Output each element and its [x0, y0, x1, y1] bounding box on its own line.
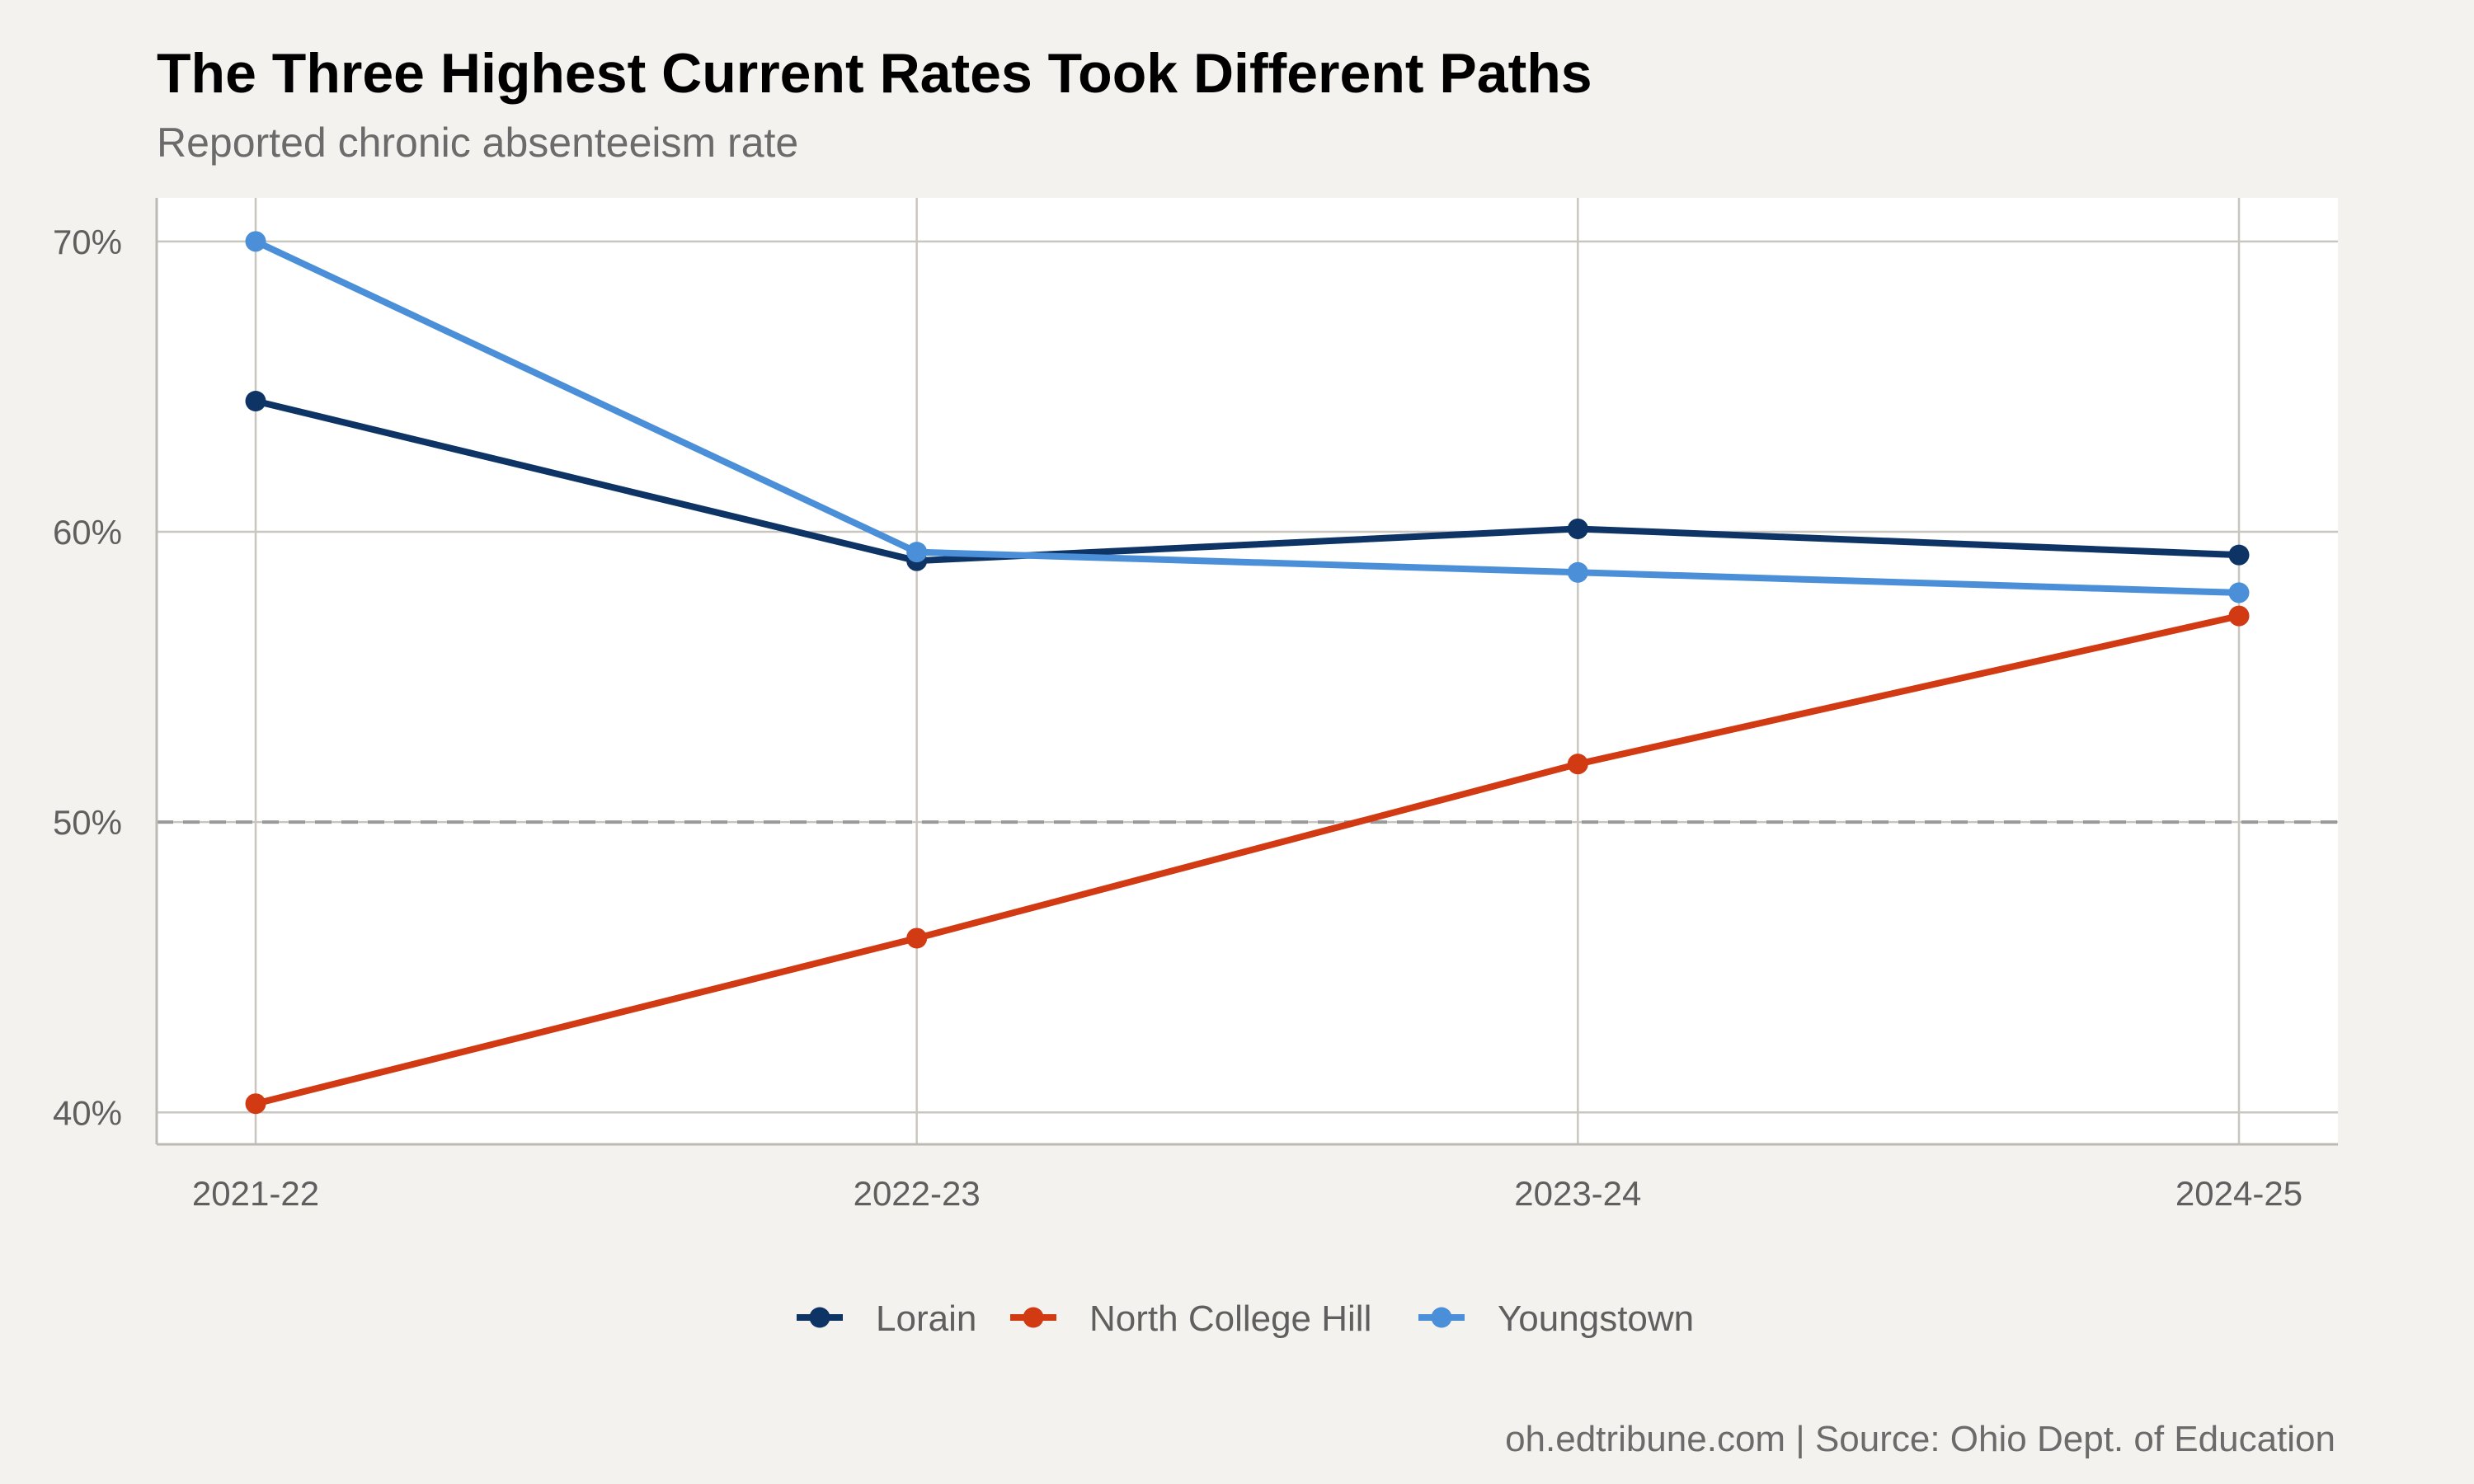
series-line-youngstown — [252, 237, 2242, 596]
plot-area — [157, 198, 2338, 1144]
y-tick-label: 60% — [53, 513, 122, 552]
data-point-youngstown — [245, 231, 266, 252]
legend-label: Lorain — [876, 1298, 976, 1339]
legend-item-lorain: Lorain — [797, 1298, 976, 1339]
legend-key-point — [1023, 1307, 1044, 1328]
y-tick-label: 50% — [53, 803, 122, 842]
data-point-north-college-hill — [1567, 754, 1588, 775]
data-point-north-college-hill — [245, 1093, 266, 1115]
legend: Lorain North College Hill Youngstown — [797, 1298, 1694, 1339]
series-youngstown — [245, 231, 2250, 603]
legend-item-youngstown: Youngstown — [1418, 1298, 1694, 1339]
grid — [157, 198, 2338, 1144]
series-line-north-college-hill — [252, 613, 2242, 1107]
chart-subtitle: Reported chronic absenteeism rate — [157, 120, 798, 166]
data-point-youngstown — [906, 542, 928, 563]
chart-title: The Three Highest Current Rates Took Dif… — [157, 42, 1592, 105]
data-point-lorain — [245, 391, 266, 412]
y-tick-label: 70% — [53, 223, 122, 261]
data-point-youngstown — [2228, 582, 2250, 603]
series-line-lorain — [252, 397, 2242, 565]
chart-caption: oh.edtribune.com | Source: Ohio Dept. of… — [1505, 1419, 2335, 1459]
legend-key-point — [1431, 1307, 1452, 1328]
x-tick-label: 2023-24 — [1514, 1174, 1641, 1213]
y-tick-label: 40% — [53, 1093, 122, 1132]
data-point-lorain — [2228, 544, 2250, 566]
data-point-north-college-hill — [906, 928, 928, 949]
data-point-youngstown — [1567, 561, 1588, 583]
data-point-north-college-hill — [2228, 605, 2250, 627]
axes — [155, 198, 2338, 1146]
legend-label: North College Hill — [1089, 1298, 1371, 1339]
x-tick-label: 2022-23 — [854, 1174, 981, 1213]
x-axis-ticks: 2021-22 2022-23 2023-24 2024-25 — [192, 1174, 2302, 1213]
y-axis-ticks: 40% 50% 60% 70% — [53, 223, 122, 1132]
x-tick-label: 2024-25 — [2175, 1174, 2302, 1213]
legend-item-north-college-hill: North College Hill — [1010, 1298, 1371, 1339]
series-layer — [245, 231, 2250, 1115]
data-point-lorain — [1567, 518, 1588, 539]
series-north-college-hill — [245, 605, 2250, 1115]
legend-label: Youngstown — [1498, 1298, 1694, 1339]
x-tick-label: 2021-22 — [192, 1174, 319, 1213]
legend-key-point — [809, 1307, 830, 1328]
